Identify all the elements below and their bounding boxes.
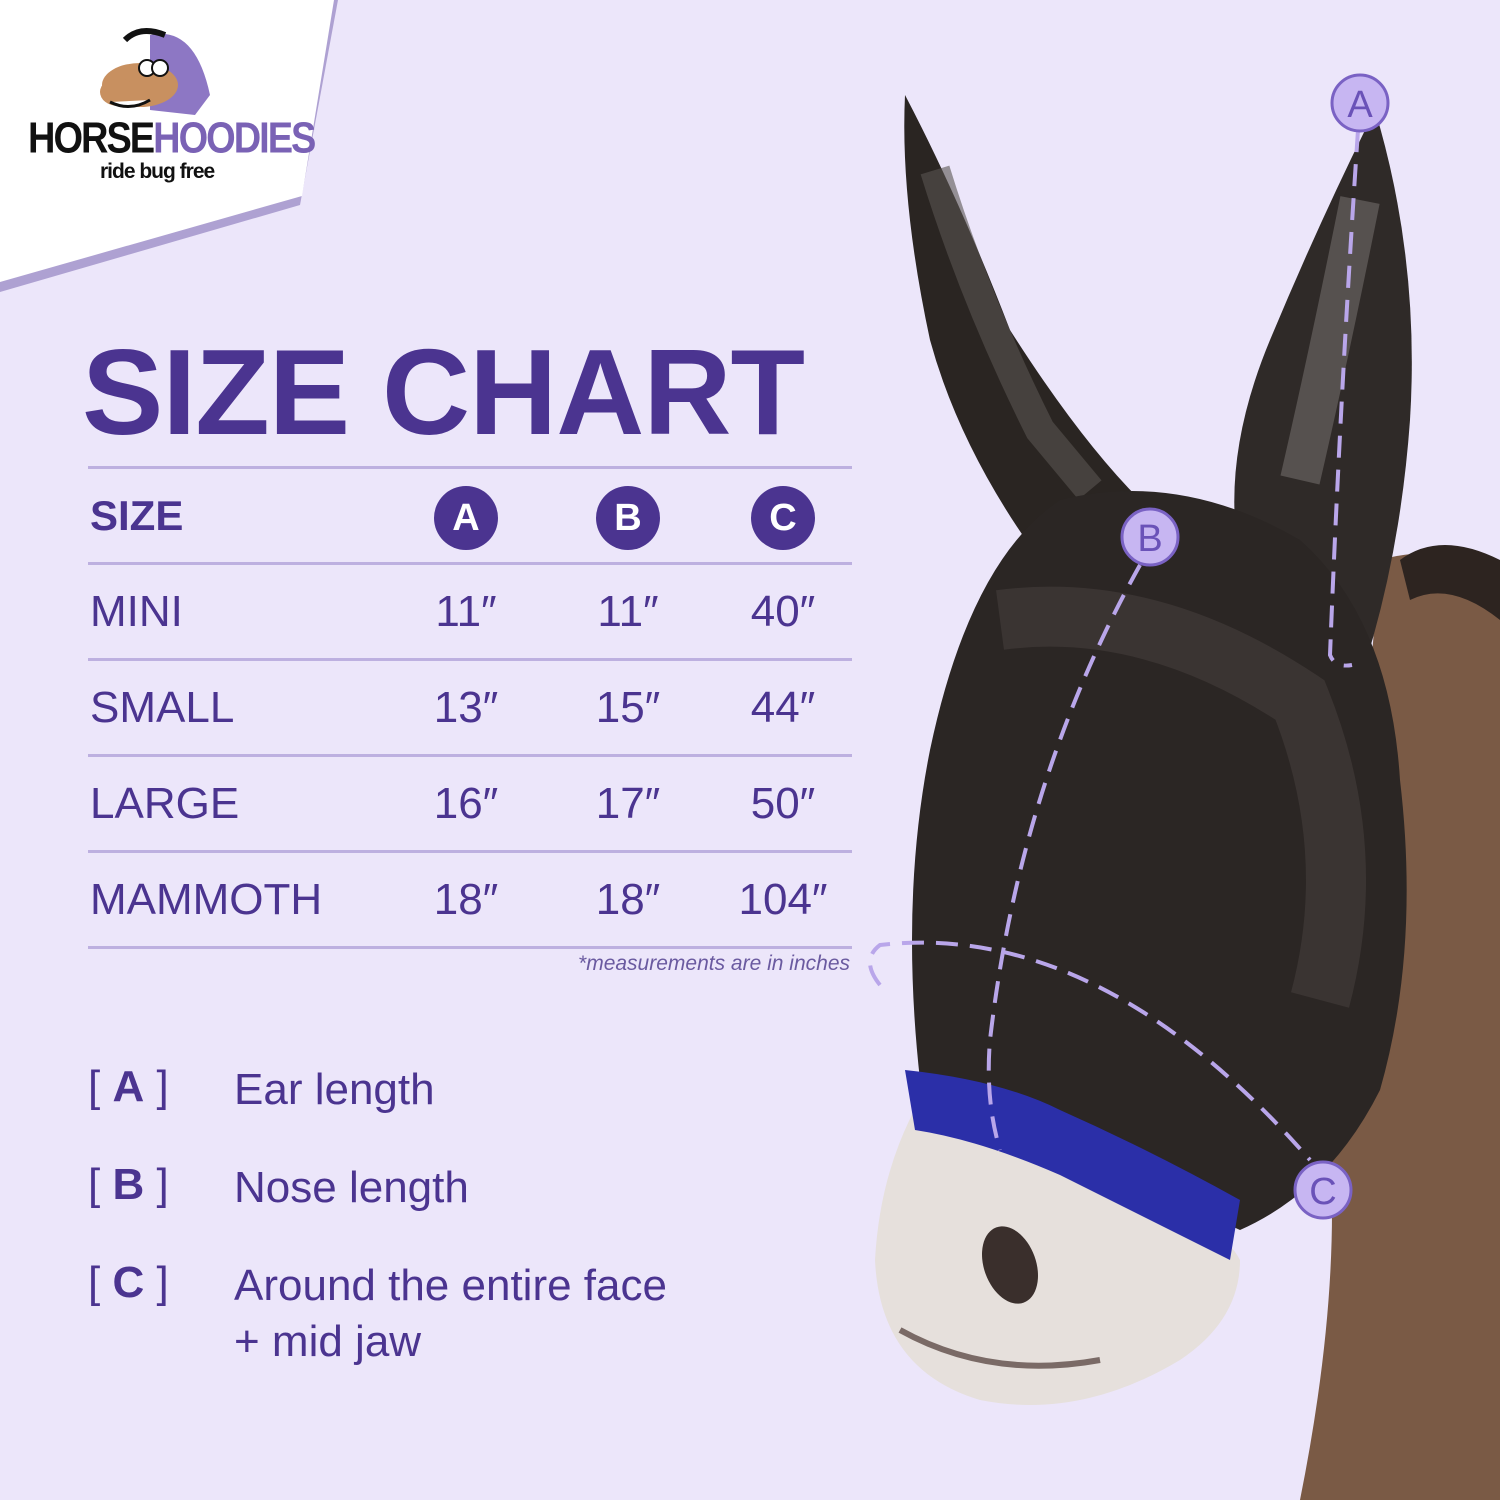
table-row: SMALL 13″ 15″ 44″ xyxy=(88,658,852,754)
table-header: SIZE A B C xyxy=(88,466,852,562)
cell-size: MINI xyxy=(90,587,183,636)
page-title: SIZE CHART xyxy=(82,324,805,460)
cell-b: 17″ xyxy=(595,779,661,828)
marker-b-label: B xyxy=(1137,518,1162,560)
cell-a: 13″ xyxy=(433,683,499,732)
logo-panel xyxy=(0,0,334,282)
mascot-logo xyxy=(100,28,210,115)
measurement-note: *measurements are in inches xyxy=(578,952,850,975)
legend-key: A xyxy=(112,1062,145,1111)
legend-key: B xyxy=(112,1160,145,1209)
legend-text: Ear length xyxy=(234,1065,435,1114)
measure-line-c xyxy=(868,940,1312,1162)
marker-c xyxy=(1293,1160,1353,1220)
cell-c: 40″ xyxy=(750,587,816,636)
table-row: MAMMOTH 18″ 18″ 104″ xyxy=(88,850,852,949)
cell-size: MAMMOTH xyxy=(90,875,323,924)
cell-a: 18″ xyxy=(433,875,499,924)
table-row: LARGE 16″ 17″ 50″ xyxy=(88,754,852,850)
legend-text: Around the entire face xyxy=(234,1261,667,1310)
brand-name-part1: HORSE xyxy=(28,114,155,164)
cell-c: 44″ xyxy=(750,683,816,732)
marker-a xyxy=(1330,73,1390,133)
left-ear xyxy=(904,95,1140,560)
header-size: SIZE xyxy=(90,492,184,539)
legend-key: C xyxy=(112,1258,145,1307)
brand-tagline: ride bug free xyxy=(100,160,215,183)
marker-b xyxy=(1120,507,1180,567)
table-row: MINI 11″ 11″ 40″ xyxy=(88,562,852,658)
cell-a: 11″ xyxy=(435,587,497,636)
marker-c-label: C xyxy=(1309,1171,1336,1213)
brand-name-part2: HOODIES xyxy=(153,114,316,164)
legend-text: Nose length xyxy=(234,1163,469,1212)
cell-size: SMALL xyxy=(90,683,235,732)
header-c-badge: C xyxy=(751,486,815,551)
cell-b: 15″ xyxy=(595,683,661,732)
cell-c: 104″ xyxy=(738,875,828,924)
header-b-badge: B xyxy=(596,486,660,551)
blue-nose-band xyxy=(905,1070,1240,1260)
donkey-neck xyxy=(1300,553,1500,1500)
cell-b: 11″ xyxy=(597,587,659,636)
brand-logo: HORSEHOODIES xyxy=(28,114,316,164)
legend-text-line2: + mid jaw xyxy=(234,1317,422,1366)
header-a-badge: A xyxy=(434,486,498,551)
cell-size: LARGE xyxy=(90,779,240,828)
cell-c: 50″ xyxy=(750,779,816,828)
measure-line-a xyxy=(1327,129,1360,668)
cell-b: 18″ xyxy=(595,875,661,924)
marker-a-label: A xyxy=(1347,84,1373,126)
measure-line-b xyxy=(986,564,1142,1151)
donkey-muzzle xyxy=(875,1100,1240,1405)
cell-a: 16″ xyxy=(433,779,499,828)
size-table: SIZE A B C MINI 11″ 11″ 40″ SMALL 13″ 15… xyxy=(88,466,852,949)
